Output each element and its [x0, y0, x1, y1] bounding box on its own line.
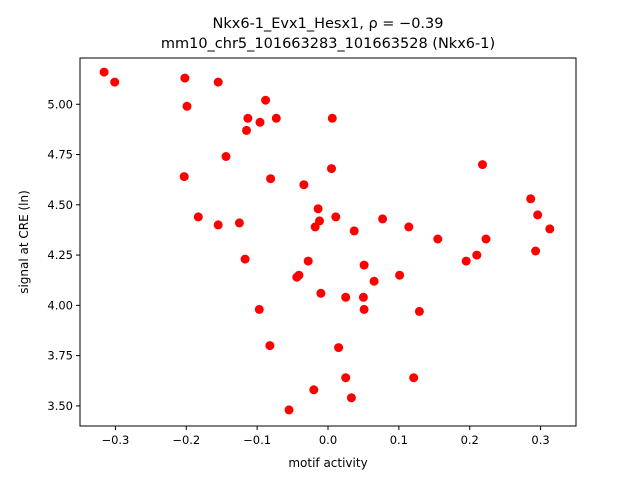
x-tick-label: 0.0	[319, 433, 337, 447]
data-point-7	[243, 113, 253, 123]
data-point-10	[242, 125, 251, 135]
chart-title-line2: mm10_chr5_101663283_101663528 (Nkx6-1)	[161, 36, 495, 52]
data-point-25	[310, 222, 320, 232]
data-point-33	[531, 246, 541, 256]
data-point-15	[327, 164, 336, 174]
data-point-40	[359, 260, 369, 270]
data-point-36	[240, 254, 250, 264]
y-axis-label: signal at CRE (ln)	[17, 190, 31, 294]
data-point-34	[472, 250, 482, 260]
data-point-19	[533, 210, 543, 220]
data-point-49	[265, 341, 275, 351]
data-point-50	[334, 343, 344, 353]
y-tick-label: 5.00	[47, 97, 73, 111]
data-point-28	[378, 214, 388, 224]
data-point-55	[284, 405, 294, 415]
data-point-53	[409, 373, 419, 383]
x-tick-label: −0.3	[101, 433, 129, 447]
data-point-54	[346, 393, 356, 403]
y-tick-label: 4.75	[47, 148, 73, 162]
data-point-20	[193, 212, 203, 222]
data-point-5	[213, 77, 223, 87]
data-point-11	[327, 113, 337, 123]
data-point-12	[221, 152, 231, 161]
data-point-18	[526, 194, 536, 204]
data-point-30	[433, 234, 443, 244]
data-point-44	[341, 292, 351, 302]
x-tick-label: 0.3	[531, 433, 549, 447]
data-point-4	[182, 101, 192, 111]
data-point-42	[395, 270, 405, 280]
y-tick-label: 3.75	[47, 349, 73, 363]
chart-title-line1: Nkx6-1_Evx1_Hesx1, ρ = −0.39	[213, 16, 444, 32]
y-tick-label: 4.50	[47, 198, 73, 212]
data-point-26	[331, 212, 341, 222]
data-point-17	[478, 160, 487, 170]
data-point-29	[404, 222, 414, 232]
data-point-51	[309, 385, 319, 395]
data-point-22	[234, 218, 244, 228]
y-tick-label: 4.00	[47, 298, 73, 312]
data-point-16	[299, 180, 309, 190]
data-point-31	[481, 234, 491, 244]
data-point-47	[359, 304, 369, 314]
data-point-3	[180, 73, 190, 83]
data-points	[99, 67, 555, 415]
data-point-14	[266, 174, 276, 184]
data-point-48	[414, 306, 424, 316]
y-axis-ticks: 3.50 3.75 4.00 4.25 4.50 4.75 5.00	[47, 97, 80, 413]
data-point-13	[179, 172, 189, 182]
data-point-32	[545, 224, 555, 234]
data-point-23	[313, 204, 323, 214]
x-tick-label: 0.2	[461, 433, 479, 447]
data-point-9	[271, 113, 281, 123]
data-point-45	[358, 292, 368, 302]
data-point-1	[99, 67, 109, 77]
data-point-35	[461, 256, 471, 266]
data-point-8	[255, 117, 265, 127]
data-point-46	[254, 304, 264, 314]
x-axis-ticks: −0.3 −0.2 −0.1 0.0 0.1 0.2 0.3	[101, 426, 550, 447]
data-point-37	[303, 256, 313, 266]
data-point-39	[294, 270, 304, 280]
data-point-6	[261, 95, 271, 105]
x-tick-label: −0.2	[172, 433, 200, 447]
data-point-21	[213, 220, 223, 230]
data-point-52	[341, 373, 351, 383]
y-tick-label: 4.25	[47, 248, 73, 262]
data-point-41	[369, 276, 379, 286]
data-point-43	[316, 288, 326, 298]
data-point-27	[349, 226, 359, 236]
y-tick-label: 3.50	[47, 399, 73, 413]
x-tick-label: 0.1	[390, 433, 408, 447]
data-point-2	[110, 77, 120, 87]
x-tick-label: −0.1	[243, 433, 271, 447]
x-axis-label: motif activity	[288, 456, 367, 470]
